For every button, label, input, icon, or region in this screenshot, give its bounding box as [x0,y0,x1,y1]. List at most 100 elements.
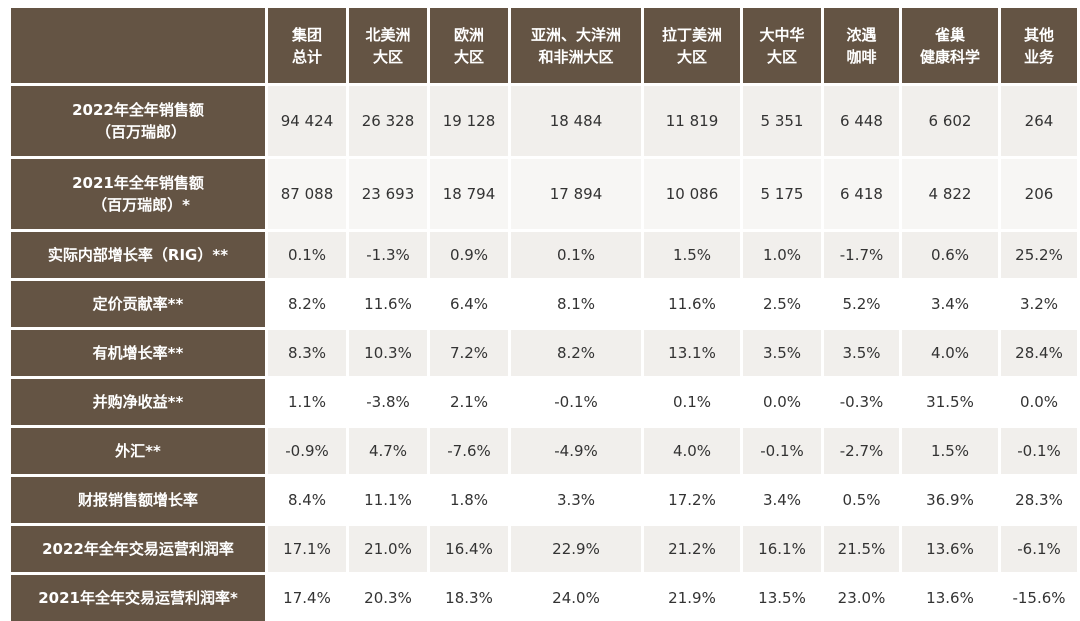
table-cell: 0.1% [644,376,740,425]
table-cell: 5 351 [743,83,821,156]
table-cell: 17.1% [268,523,346,572]
table-cell: 22.9% [511,523,641,572]
row-label: 2021年全年交易运营利润率* [11,572,265,621]
table-row: 实际内部增长率（RIG）** 0.1% -1.3% 0.9% 0.1% 1.5%… [11,229,1077,278]
row-label-line1: 2022年全年销售额 [72,101,204,119]
table-cell: -0.1% [1001,425,1077,474]
table-cell: -7.6% [430,425,508,474]
col-header-line1: 大中华 [759,25,805,44]
table-cell: 0.1% [511,229,641,278]
table-cell: 2.5% [743,278,821,327]
table-cell: -0.1% [511,376,641,425]
table-cell: -1.7% [824,229,899,278]
table-cell: 28.3% [1001,474,1077,523]
table-cell: 16.4% [430,523,508,572]
table-cell: 1.0% [743,229,821,278]
table-cell: 0.5% [824,474,899,523]
table-cell: 0.0% [1001,376,1077,425]
col-header-line2: 大区 [372,47,403,66]
row-label-line1: 并购净收益** [92,393,184,411]
col-header-line1: 集团 [291,25,322,44]
table-cell: 4.0% [902,327,998,376]
table-cell: 0.9% [430,229,508,278]
table-cell: 1.5% [902,425,998,474]
table-row: 2022年全年销售额 （百万瑞郎） 94 424 26 328 19 128 18… [11,83,1077,156]
col-header-europe: 欧洲 大区 [430,8,508,83]
table-cell: 3.3% [511,474,641,523]
table-cell: 264 [1001,83,1077,156]
table-cell: 1.8% [430,474,508,523]
row-label-line1: 定价贡献率** [92,295,184,313]
table-row: 外汇** -0.9% 4.7% -7.6% -4.9% 4.0% -0.1% -… [11,425,1077,474]
header-row: 集团 总计 北美洲 大区 欧洲 大区 亚洲、大洋洲 和非洲大区 拉丁美洲 大区 大中华 大区… [11,8,1077,83]
table-cell: 11.6% [644,278,740,327]
table-cell: 7.2% [430,327,508,376]
table-cell: 8.1% [511,278,641,327]
table-cell: 19 128 [430,83,508,156]
col-header-line2: 大区 [766,47,797,66]
table-cell: 18 794 [430,156,508,229]
row-label: 并购净收益** [11,376,265,425]
table-cell: 24.0% [511,572,641,621]
table-row: 2021年全年交易运营利润率* 17.4% 20.3% 18.3% 24.0% … [11,572,1077,621]
row-label: 2022年全年销售额 （百万瑞郎） [11,83,265,156]
table-cell: 17.2% [644,474,740,523]
table-cell: 4.7% [349,425,427,474]
table-cell: 3.5% [743,327,821,376]
row-label-line1: 财报销售额增长率 [77,491,198,509]
col-header-line1: 北美洲 [365,25,411,44]
table-cell: 20.3% [349,572,427,621]
header-corner [11,8,265,83]
table-cell: 94 424 [268,83,346,156]
table-cell: 13.5% [743,572,821,621]
table-cell: 16.1% [743,523,821,572]
col-header-line1: 浓遇 [846,25,877,44]
table-cell: 13.1% [644,327,740,376]
col-header-line1: 拉丁美洲 [661,25,722,44]
row-label-line1: 实际内部增长率（RIG）** [47,246,229,264]
table-cell: 5 175 [743,156,821,229]
col-header-latin-america: 拉丁美洲 大区 [644,8,740,83]
table-cell: 0.1% [268,229,346,278]
table-cell: -0.3% [824,376,899,425]
table-cell: 18.3% [430,572,508,621]
table-cell: 4.0% [644,425,740,474]
row-label: 财报销售额增长率 [11,474,265,523]
table-cell: 1.5% [644,229,740,278]
col-header-aoa: 亚洲、大洋洲 和非洲大区 [511,8,641,83]
table-cell: 11.1% [349,474,427,523]
col-header-group-total: 集团 总计 [268,8,346,83]
table-cell: -4.9% [511,425,641,474]
table-cell: 10.3% [349,327,427,376]
table-cell: 36.9% [902,474,998,523]
sales-table: 集团 总计 北美洲 大区 欧洲 大区 亚洲、大洋洲 和非洲大区 拉丁美洲 大区 大中华 大区… [8,8,1080,621]
table-cell: 11 819 [644,83,740,156]
row-label-line1: 外汇** [115,442,161,460]
table-cell: 18 484 [511,83,641,156]
table-cell: 0.6% [902,229,998,278]
table-cell: 11.6% [349,278,427,327]
table-cell: -3.8% [349,376,427,425]
col-header-line2: 大区 [453,47,484,66]
col-header-line2: 和非洲大区 [538,47,614,66]
table-cell: 6.4% [430,278,508,327]
table-cell: 87 088 [268,156,346,229]
col-header-line2: 业务 [1023,47,1054,66]
table-cell: 21.2% [644,523,740,572]
col-header-line2: 健康科学 [919,47,980,66]
table-cell: 5.2% [824,278,899,327]
row-label-line1: 2022年全年交易运营利润率 [42,540,234,558]
row-label: 有机增长率** [11,327,265,376]
col-header-north-america: 北美洲 大区 [349,8,427,83]
table-cell: -2.7% [824,425,899,474]
table-row: 并购净收益** 1.1% -3.8% 2.1% -0.1% 0.1% 0.0% … [11,376,1077,425]
table-cell: 8.3% [268,327,346,376]
col-header-nespresso: 浓遇 咖啡 [824,8,899,83]
table-cell: 1.1% [268,376,346,425]
col-header-greater-china: 大中华 大区 [743,8,821,83]
table-cell: 26 328 [349,83,427,156]
table-cell: 25.2% [1001,229,1077,278]
col-header-health-science: 雀巢 健康科学 [902,8,998,83]
table-cell: 21.0% [349,523,427,572]
table-cell: 6 602 [902,83,998,156]
